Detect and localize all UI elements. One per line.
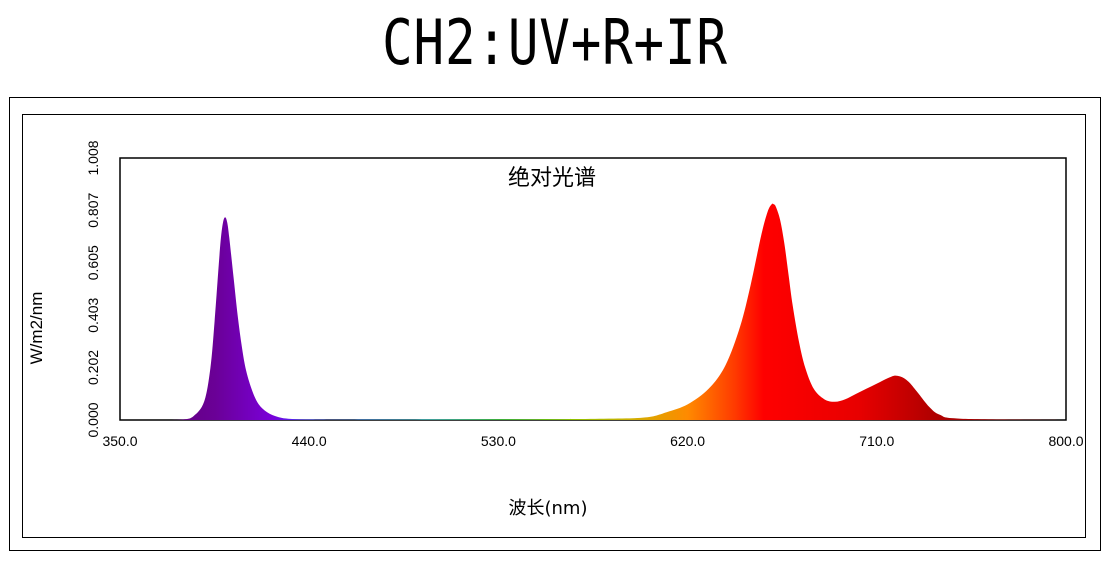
chart-title: 绝对光谱 xyxy=(508,166,596,191)
y-tick-label: 0.202 xyxy=(85,350,101,385)
y-tick-label: 0.605 xyxy=(85,245,101,280)
x-tick-label: 710.0 xyxy=(859,433,894,449)
x-tick-label: 440.0 xyxy=(292,433,327,449)
y-tick-label: 0.000 xyxy=(85,402,101,437)
x-axis-label: 波长(nm) xyxy=(509,498,588,519)
spectrum-area xyxy=(120,203,1066,420)
x-tick-label: 530.0 xyxy=(481,433,516,449)
x-tick-label: 350.0 xyxy=(102,433,137,449)
y-tick-label: 0.403 xyxy=(85,298,101,333)
x-tick-label: 800.0 xyxy=(1048,433,1083,449)
page-title: CH2:UV+R+IR xyxy=(382,6,728,79)
y-tick-label: 0.807 xyxy=(85,193,101,228)
x-axis-ticks: 350.0 440.0 530.0 620.0 710.0 800.0 xyxy=(102,433,1083,449)
outer-frame xyxy=(9,97,1101,551)
y-axis-ticks: 0.000 0.202 0.403 0.605 0.807 1.008 xyxy=(85,140,101,437)
x-tick-label: 620.0 xyxy=(670,433,705,449)
y-axis-label: W/m2/nm xyxy=(27,292,46,365)
chart-panel xyxy=(22,114,1086,538)
y-tick-label: 1.008 xyxy=(85,140,101,175)
plot-area xyxy=(119,157,1067,421)
